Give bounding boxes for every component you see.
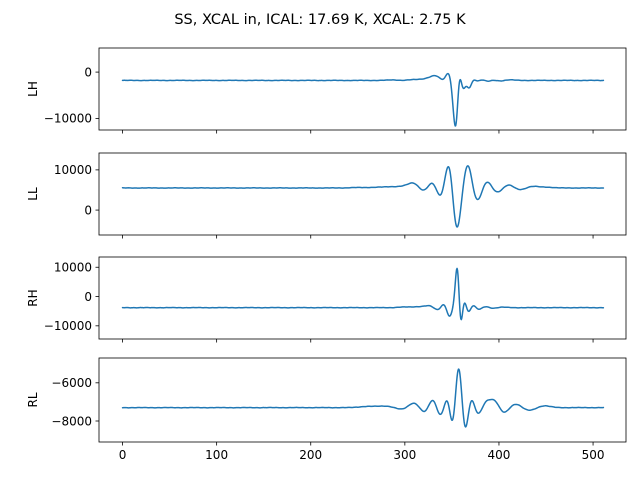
y-tick-label: 10000 xyxy=(54,163,92,177)
series-line-lh xyxy=(121,72,605,127)
y-tick-label: −10000 xyxy=(44,112,92,126)
axes-frame xyxy=(98,256,627,340)
x-tick-label: 0 xyxy=(119,448,127,462)
y-axis-label: RL xyxy=(26,392,40,407)
series-line-rh xyxy=(121,267,605,321)
y-tick-label: 0 xyxy=(84,290,92,304)
x-tick-label: 500 xyxy=(582,448,605,462)
subplot-ll: 0 10000 LL xyxy=(26,152,627,239)
series-line-ll xyxy=(121,165,605,228)
axes-frame xyxy=(98,357,627,443)
y-tick-label: 10000 xyxy=(54,261,92,275)
subplot-rl: −8000 −6000 0 100 200 300 400 500 RL xyxy=(26,357,627,462)
y-tick-label: −10000 xyxy=(44,319,92,333)
y-tick-label: −6000 xyxy=(51,376,92,390)
subplot-panels: −10000 0 LH 0 10000 LL −10000 0 10000 RH −8000 −600… xyxy=(26,47,627,462)
x-tick-label: 200 xyxy=(299,448,322,462)
axes-frame xyxy=(98,152,627,236)
y-axis-label: LH xyxy=(26,81,40,97)
subplot-lh: −10000 0 LH xyxy=(26,47,627,134)
y-axis-label: LL xyxy=(26,187,40,201)
x-tick-label: 100 xyxy=(205,448,228,462)
y-tick-label: 0 xyxy=(84,203,92,217)
figure-title: SS, XCAL in, ICAL: 17.69 K, XCAL: 2.75 K xyxy=(174,12,466,28)
axes-frame xyxy=(98,47,627,131)
y-tick-label: −8000 xyxy=(51,414,92,428)
series-line-rl xyxy=(121,368,605,428)
x-tick-label: 400 xyxy=(488,448,511,462)
subplot-rh: −10000 0 10000 RH xyxy=(26,256,627,343)
y-tick-label: 0 xyxy=(84,65,92,79)
x-tick-label: 300 xyxy=(393,448,416,462)
y-axis-label: RH xyxy=(26,289,40,306)
